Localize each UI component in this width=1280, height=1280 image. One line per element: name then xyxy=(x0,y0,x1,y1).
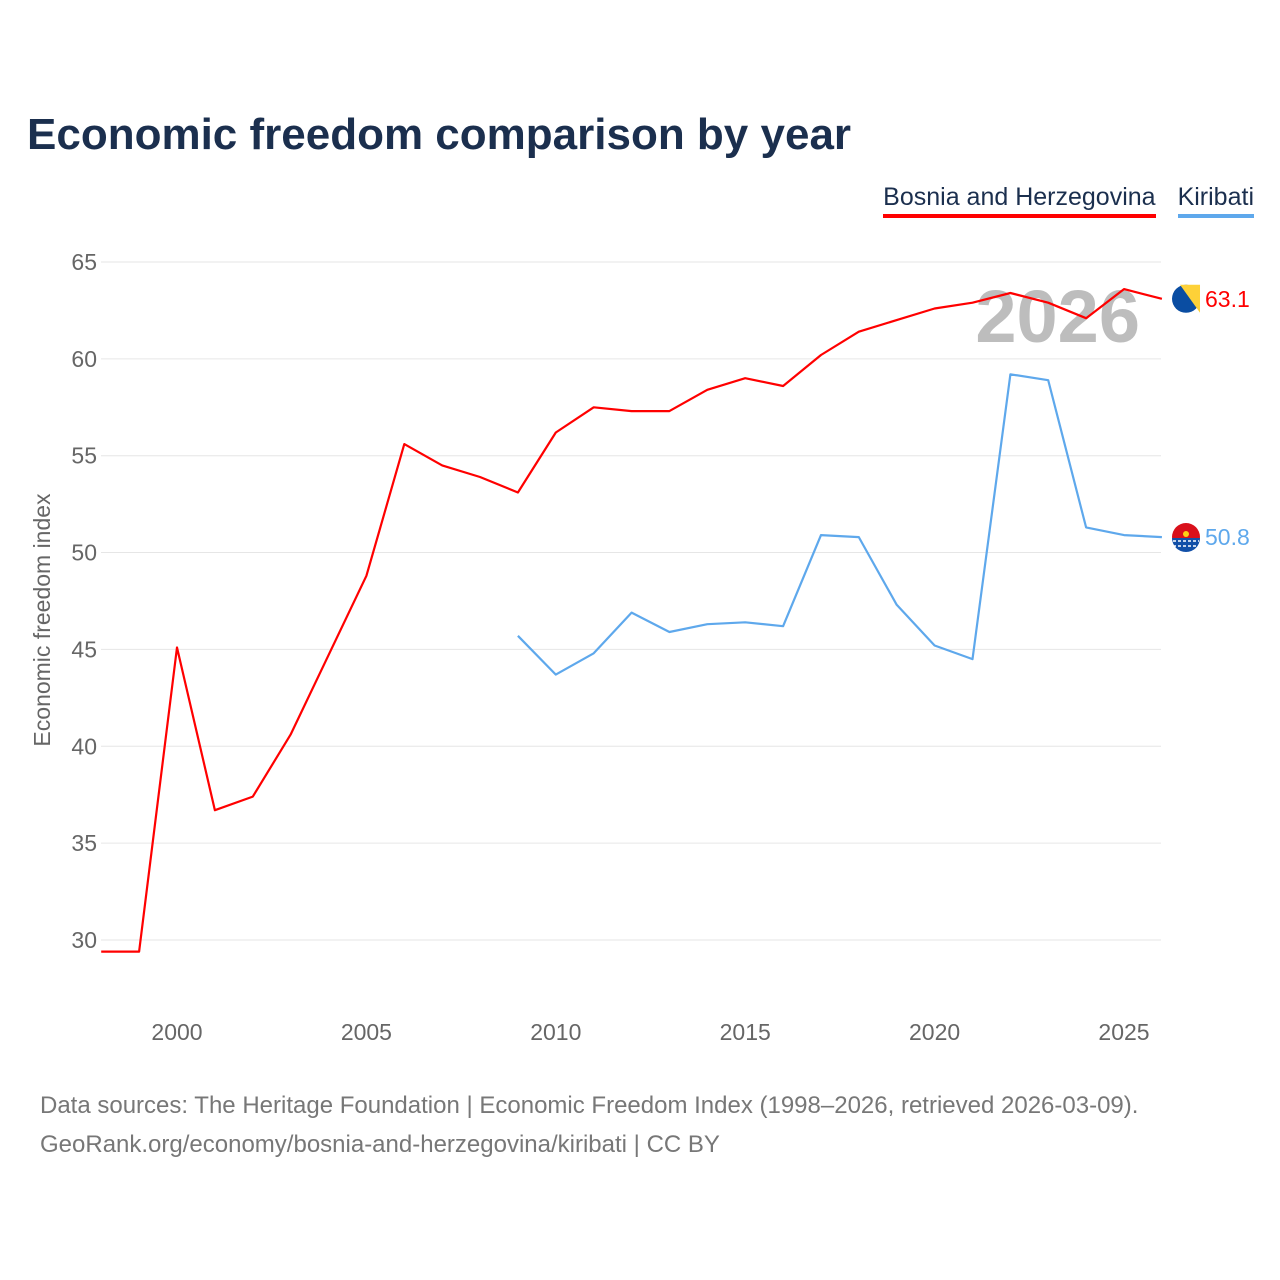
y-axis-label: Economic freedom index xyxy=(29,493,55,747)
x-tick-label: 2020 xyxy=(909,1019,960,1045)
y-tick-label: 40 xyxy=(71,733,97,759)
source-link[interactable]: GeoRank.org/economy/bosnia-and-herzegovi… xyxy=(40,1131,720,1158)
y-tick-label: 30 xyxy=(71,927,97,953)
x-tick-label: 2015 xyxy=(720,1019,771,1045)
data-sources: Data sources: The Heritage Foundation | … xyxy=(40,1092,1139,1119)
legend-item-kiribati[interactable]: Kiribati xyxy=(1177,183,1254,218)
kiribati-flag-sea xyxy=(1172,538,1200,553)
end-value-label: 50.8 xyxy=(1205,524,1250,550)
y-tick-label: 55 xyxy=(71,443,97,469)
bosnia-flag-triangle xyxy=(1180,284,1200,313)
end-value-label: 63.1 xyxy=(1205,286,1250,312)
chart-title: Economic freedom comparison by year xyxy=(27,110,852,159)
series-line-kiribati xyxy=(517,373,1162,676)
x-tick-label: 2000 xyxy=(151,1019,202,1045)
year-watermark: 2026 xyxy=(975,275,1140,358)
x-tick-label: 2005 xyxy=(341,1019,392,1045)
legend-item-bosnia[interactable]: Bosnia and Herzegovina xyxy=(883,183,1156,218)
legend: Bosnia and Herzegovina Kiribati xyxy=(883,183,1254,218)
footer: Data sources: The Heritage Foundation | … xyxy=(40,1086,1138,1164)
x-tick-label: 2025 xyxy=(1098,1019,1149,1045)
series-line-bosnia xyxy=(101,288,1163,953)
y-tick-label: 35 xyxy=(71,830,97,856)
y-tick-label: 60 xyxy=(71,346,97,372)
kiribati-flag-sun xyxy=(1183,531,1189,538)
y-tick-label: 45 xyxy=(71,636,97,662)
x-tick-label: 2010 xyxy=(530,1019,581,1045)
y-tick-label: 50 xyxy=(71,540,97,566)
y-tick-label: 65 xyxy=(71,249,97,275)
